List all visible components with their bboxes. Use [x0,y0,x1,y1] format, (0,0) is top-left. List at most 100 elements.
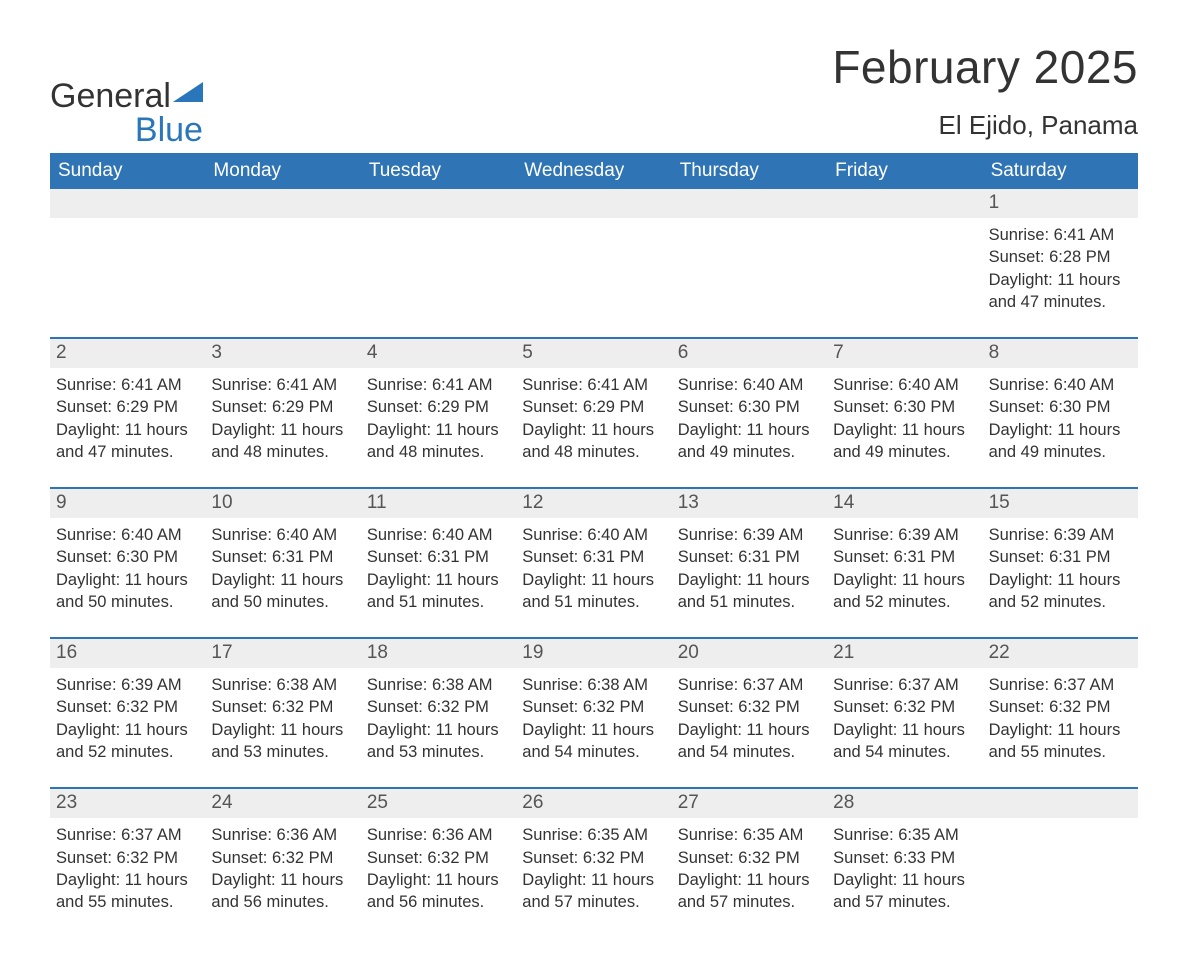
daylight-text-line2: and 49 minutes. [989,441,1132,463]
sunset-text: Sunset: 6:31 PM [678,546,821,568]
sunrise-text: Sunrise: 6:40 AM [678,374,821,396]
daylight-text-line1: Daylight: 11 hours [833,419,976,441]
sunrise-text: Sunrise: 6:41 AM [522,374,665,396]
daylight-text-line2: and 50 minutes. [211,591,354,613]
day-number: 18 [361,639,516,667]
sunrise-text: Sunrise: 6:38 AM [367,674,510,696]
weekday-wednesday: Wednesday [516,153,671,189]
sunrise-text: Sunrise: 6:39 AM [989,524,1132,546]
weekday-thursday: Thursday [672,153,827,189]
calendar-grid: Sunday Monday Tuesday Wednesday Thursday… [50,153,1138,913]
day-number: 25 [361,789,516,817]
day-cell: Sunrise: 6:38 AMSunset: 6:32 PMDaylight:… [205,668,360,763]
day-number: 19 [516,639,671,667]
sunrise-text: Sunrise: 6:37 AM [56,824,199,846]
daylight-text-line2: and 47 minutes. [989,291,1132,313]
day-number: 27 [672,789,827,817]
daylight-text-line2: and 52 minutes. [56,741,199,763]
weekday-saturday: Saturday [983,153,1138,189]
daylight-text-line2: and 48 minutes. [211,441,354,463]
sunset-text: Sunset: 6:32 PM [833,696,976,718]
day-cell: Sunrise: 6:35 AMSunset: 6:32 PMDaylight:… [516,818,671,913]
daylight-text-line1: Daylight: 11 hours [56,869,199,891]
sunset-text: Sunset: 6:32 PM [56,847,199,869]
sunrise-text: Sunrise: 6:40 AM [989,374,1132,396]
day-cell: Sunrise: 6:39 AMSunset: 6:31 PMDaylight:… [672,518,827,613]
calendar-week: 9101112131415Sunrise: 6:40 AMSunset: 6:3… [50,487,1138,613]
daylight-text-line2: and 51 minutes. [678,591,821,613]
daylight-text-line1: Daylight: 11 hours [833,569,976,591]
daylight-text-line1: Daylight: 11 hours [522,869,665,891]
day-cell: Sunrise: 6:40 AMSunset: 6:31 PMDaylight:… [361,518,516,613]
sunset-text: Sunset: 6:29 PM [522,396,665,418]
daylight-text-line1: Daylight: 11 hours [678,869,821,891]
daylight-text-line2: and 53 minutes. [211,741,354,763]
day-cell: Sunrise: 6:39 AMSunset: 6:31 PMDaylight:… [827,518,982,613]
day-cell [672,218,827,313]
daylight-text-line2: and 57 minutes. [678,891,821,913]
day-number [361,189,516,217]
day-cell: Sunrise: 6:40 AMSunset: 6:31 PMDaylight:… [205,518,360,613]
day-number: 9 [50,489,205,517]
daylight-text-line2: and 54 minutes. [833,741,976,763]
daylight-text-line2: and 57 minutes. [522,891,665,913]
day-cell: Sunrise: 6:35 AMSunset: 6:33 PMDaylight:… [827,818,982,913]
day-number: 3 [205,339,360,367]
daylight-text-line1: Daylight: 11 hours [522,419,665,441]
daylight-text-line2: and 49 minutes. [833,441,976,463]
day-cell: Sunrise: 6:39 AMSunset: 6:32 PMDaylight:… [50,668,205,763]
day-number: 2 [50,339,205,367]
calendar-week: 232425262728Sunrise: 6:37 AMSunset: 6:32… [50,787,1138,913]
daylight-text-line2: and 54 minutes. [522,741,665,763]
sunrise-text: Sunrise: 6:37 AM [678,674,821,696]
daylight-text-line2: and 56 minutes. [367,891,510,913]
daylight-text-line2: and 47 minutes. [56,441,199,463]
daylight-text-line1: Daylight: 11 hours [833,719,976,741]
daylight-text-line1: Daylight: 11 hours [989,569,1132,591]
day-cell [516,218,671,313]
daylight-text-line2: and 53 minutes. [367,741,510,763]
day-number [672,189,827,217]
sunset-text: Sunset: 6:32 PM [211,696,354,718]
day-cell: Sunrise: 6:37 AMSunset: 6:32 PMDaylight:… [983,668,1138,763]
daylight-text-line1: Daylight: 11 hours [989,269,1132,291]
sunrise-text: Sunrise: 6:38 AM [211,674,354,696]
daynum-row: 1 [50,189,1138,218]
day-number: 5 [516,339,671,367]
daylight-text-line2: and 54 minutes. [678,741,821,763]
day-number: 11 [361,489,516,517]
sunrise-text: Sunrise: 6:41 AM [211,374,354,396]
daynum-row: 16171819202122 [50,639,1138,668]
daylight-text-line1: Daylight: 11 hours [211,719,354,741]
weekday-tuesday: Tuesday [361,153,516,189]
daylight-text-line1: Daylight: 11 hours [522,569,665,591]
day-number [983,789,1138,817]
day-cell: Sunrise: 6:41 AMSunset: 6:29 PMDaylight:… [205,368,360,463]
day-cell [205,218,360,313]
daylight-text-line1: Daylight: 11 hours [211,419,354,441]
daylight-text-line2: and 52 minutes. [833,591,976,613]
sunrise-text: Sunrise: 6:37 AM [833,674,976,696]
sunset-text: Sunset: 6:28 PM [989,246,1132,268]
sunset-text: Sunset: 6:31 PM [211,546,354,568]
day-cell [827,218,982,313]
day-cell: Sunrise: 6:37 AMSunset: 6:32 PMDaylight:… [827,668,982,763]
daylight-text-line1: Daylight: 11 hours [678,569,821,591]
day-cell: Sunrise: 6:41 AMSunset: 6:28 PMDaylight:… [983,218,1138,313]
daylight-text-line1: Daylight: 11 hours [56,719,199,741]
daylight-text-line1: Daylight: 11 hours [56,419,199,441]
weekday-friday: Friday [827,153,982,189]
sunset-text: Sunset: 6:32 PM [211,847,354,869]
day-number: 10 [205,489,360,517]
sunset-text: Sunset: 6:31 PM [989,546,1132,568]
sunset-text: Sunset: 6:29 PM [56,396,199,418]
sunset-text: Sunset: 6:31 PM [833,546,976,568]
daylight-text-line1: Daylight: 11 hours [989,419,1132,441]
day-number: 20 [672,639,827,667]
daylight-text-line2: and 48 minutes. [367,441,510,463]
daylight-text-line2: and 57 minutes. [833,891,976,913]
day-number: 7 [827,339,982,367]
sunset-text: Sunset: 6:31 PM [367,546,510,568]
daylight-text-line1: Daylight: 11 hours [211,869,354,891]
day-cell: Sunrise: 6:35 AMSunset: 6:32 PMDaylight:… [672,818,827,913]
